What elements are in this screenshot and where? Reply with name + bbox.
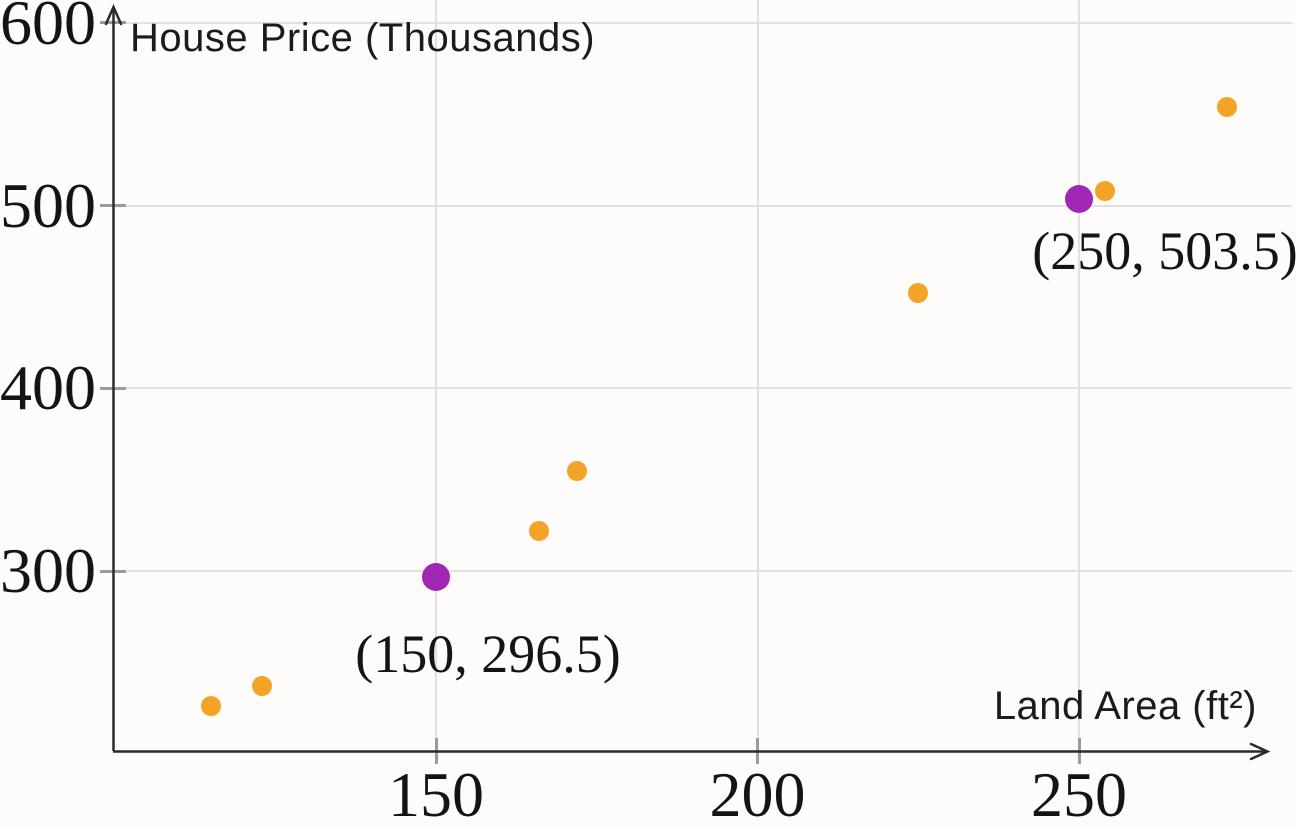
grid-line-vertical bbox=[756, 0, 759, 751]
point-annotation: (250, 503.5) bbox=[1032, 221, 1296, 282]
y-axis-arrow-icon bbox=[104, 3, 123, 26]
point-annotation: (150, 296.5) bbox=[355, 624, 621, 685]
data-point-houses bbox=[1216, 97, 1237, 118]
x-axis-title: Land Area (ft²) bbox=[993, 684, 1257, 728]
data-point-highlighted bbox=[1065, 185, 1093, 214]
data-point-houses bbox=[528, 520, 549, 541]
grid-line-horizontal bbox=[102, 387, 1292, 390]
data-point-houses bbox=[567, 460, 588, 481]
grid-line-vertical bbox=[1078, 0, 1080, 751]
data-point-highlighted bbox=[422, 563, 450, 592]
data-point-houses bbox=[200, 696, 221, 717]
data-point-houses bbox=[252, 676, 273, 697]
grid-line-vertical bbox=[435, 0, 437, 751]
y-tick-label: 400 bbox=[0, 352, 96, 424]
data-point-houses bbox=[1094, 181, 1115, 202]
y-axis-title: House Price (Thousands) bbox=[130, 16, 596, 60]
grid-line-horizontal bbox=[102, 570, 1292, 572]
y-tick-label: 500 bbox=[0, 169, 96, 241]
data-point-houses bbox=[908, 283, 929, 304]
grid-line-horizontal bbox=[102, 21, 1292, 24]
grid-line-horizontal bbox=[102, 204, 1292, 207]
x-axis-arrow-icon bbox=[1249, 742, 1271, 761]
y-tick-label: 300 bbox=[0, 535, 96, 606]
y-tick-label: 600 bbox=[0, 0, 96, 58]
